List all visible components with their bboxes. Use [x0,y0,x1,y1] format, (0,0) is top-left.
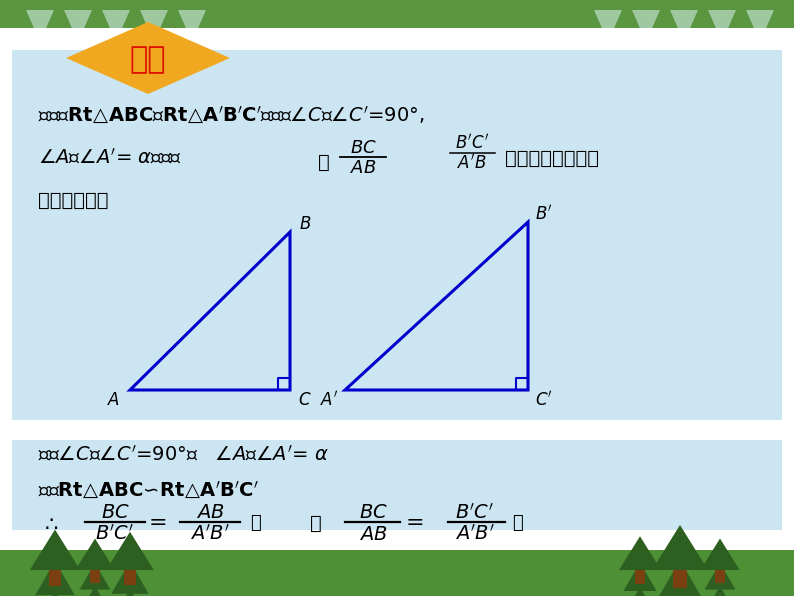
Polygon shape [664,592,696,596]
Text: $\mathit{B'C'}$: $\mathit{B'C'}$ [455,134,489,153]
Bar [48,570,61,586]
Bar [0,550,794,596]
Polygon shape [632,10,660,42]
Text: 任意画$\mathbf{Rt\!\triangle\!ABC}$和$\mathbf{Rt\!\triangle\!A'B'C'}$，使得∠$\mathit{C}: 任意画$\mathbf{Rt\!\triangle\!ABC}$和$\mathb… [38,104,425,126]
Bar [12,50,782,530]
Text: 所以$\mathbf{Rt\!\triangle\!ABC}$∽$\mathbf{Rt\!\triangle\!A'B'C'}$: 所以$\mathbf{Rt\!\triangle\!ABC}$∽$\mathbf… [38,479,259,501]
Text: ∠$\mathit{A}$＝∠$\mathit{A'}$= $\mathit{\alpha}$，那么: ∠$\mathit{A}$＝∠$\mathit{A'}$= $\mathit{\… [38,148,182,168]
Polygon shape [623,563,657,591]
Polygon shape [79,563,110,589]
Text: $\mathit{B'C'}$: $\mathit{B'C'}$ [455,503,495,523]
Text: 与: 与 [318,153,330,172]
Text: $A'$: $A'$ [320,390,338,409]
Polygon shape [619,536,661,570]
Polygon shape [670,10,698,42]
Polygon shape [652,525,708,570]
Polygon shape [708,10,736,42]
Text: 即: 即 [310,514,322,532]
Polygon shape [26,10,54,42]
Text: $\mathit{A'B'}$: $\mathit{A'B'}$ [455,524,495,544]
Text: $\mathit{BC}$: $\mathit{BC}$ [359,504,387,523]
Polygon shape [66,22,230,94]
Bar [715,570,725,583]
Text: $\mathit{BC}$: $\mathit{BC}$ [349,139,376,157]
Text: $B'$: $B'$ [535,204,553,224]
Text: $\mathit{AB}$: $\mathit{AB}$ [195,504,224,523]
Text: ．: ． [512,514,522,532]
Polygon shape [746,10,774,42]
Text: $\mathit{BC}$: $\mathit{BC}$ [101,504,129,523]
Polygon shape [700,539,739,570]
Text: ，: ， [250,514,260,532]
Text: 由于∠$\mathit{C}$＝∠$\mathit{C'}$=90°，   ∠$\mathit{A}$＝∠$\mathit{A'}$= $\mathit{\al: 由于∠$\mathit{C}$＝∠$\mathit{C'}$=90°， ∠$\m… [38,445,329,465]
Text: $\mathit{A'B}$: $\mathit{A'B}$ [457,154,487,172]
Text: $\mathit{B'C'}$: $\mathit{B'C'}$ [95,524,135,544]
Bar [0,0,794,28]
Text: $\mathit{AB}$: $\mathit{AB}$ [359,524,387,544]
Polygon shape [102,10,130,42]
Polygon shape [594,10,622,42]
Polygon shape [658,560,702,596]
Bar [90,570,100,583]
Bar [124,570,136,585]
Text: 解释一下吗？: 解释一下吗？ [38,191,109,210]
Text: $C$: $C$ [299,391,312,409]
Bar [673,570,687,588]
Text: $\mathit{AB}$: $\mathit{AB}$ [349,159,376,177]
Text: 探究: 探究 [129,45,166,74]
Polygon shape [64,10,92,42]
Polygon shape [30,529,80,570]
Polygon shape [178,10,206,42]
Text: $B$: $B$ [299,215,311,233]
Polygon shape [628,586,652,596]
Text: $A$: $A$ [107,391,121,409]
Text: 有什么关系．你能: 有什么关系．你能 [505,148,599,167]
Polygon shape [75,539,114,570]
Text: =: = [148,513,168,533]
Polygon shape [140,10,168,42]
Polygon shape [111,561,148,594]
Bar [0,28,794,550]
Polygon shape [84,585,106,596]
Polygon shape [704,563,735,589]
Text: $C'$: $C'$ [535,390,553,409]
Text: =: = [406,513,424,533]
Polygon shape [35,561,75,595]
Polygon shape [709,585,731,596]
Polygon shape [106,532,154,570]
Text: $\mathit{A'B'}$: $\mathit{A'B'}$ [190,524,230,544]
Polygon shape [117,589,144,596]
Polygon shape [40,590,69,596]
Bar [634,570,646,583]
Text: ∴: ∴ [45,515,58,535]
Bar [12,420,782,440]
